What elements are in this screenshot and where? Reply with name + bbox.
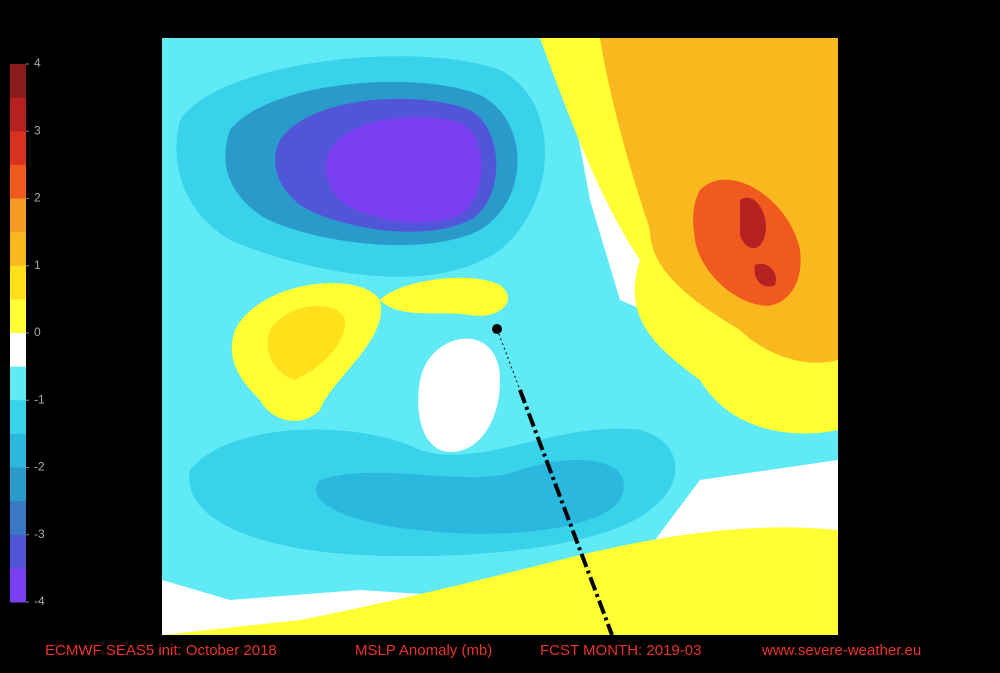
- footer-variable: MSLP Anomaly (mb): [355, 642, 492, 659]
- anomaly-area: [267, 306, 345, 380]
- anomaly-area: [162, 527, 838, 635]
- colorbar-bin: [10, 164, 26, 199]
- track-line: [518, 389, 614, 635]
- colorbar-bin: [10, 232, 26, 267]
- colorbar-bin: [10, 433, 26, 468]
- anomaly-area: [325, 117, 482, 223]
- colorbar-bin: [10, 534, 26, 569]
- colorbar-bin: [10, 568, 26, 603]
- footer-website: www.severe-weather.eu: [761, 642, 921, 659]
- colorbar-bin: [10, 467, 26, 502]
- colorbar-bin: [10, 400, 26, 435]
- colorbar-bin: [10, 501, 26, 536]
- anomaly-area: [740, 197, 776, 287]
- greenland: [418, 338, 500, 452]
- colorbar-bin: [10, 198, 26, 233]
- anomaly-area: [380, 277, 509, 316]
- colorbar-tick-label: -4: [34, 594, 45, 608]
- colorbar-tick-label: 1: [34, 258, 41, 272]
- track-line: [496, 328, 521, 391]
- colorbar: 4 3 2 1 0 -1 -2 -3 -4: [10, 56, 45, 608]
- colorbar-bin: [10, 97, 26, 132]
- colorbar-tick-label: 2: [34, 191, 41, 205]
- footer-forecast: FCST MONTH: 2019-03: [540, 642, 701, 659]
- colorbar-bin: [10, 64, 26, 99]
- anomaly-area: [316, 460, 624, 534]
- footer-model: ECMWF SEAS5 init: October 2018: [45, 642, 277, 659]
- colorbar-bin: [10, 131, 26, 166]
- colorbar-bin: [10, 333, 26, 368]
- colorbar-tick-label: -3: [34, 527, 45, 541]
- colorbar-tick-label: 3: [34, 123, 41, 137]
- map: [162, 38, 838, 635]
- colorbar-tick-label: -2: [34, 460, 45, 474]
- colorbar-bin: [10, 366, 26, 401]
- colorbar-tick-label: 4: [34, 56, 41, 70]
- colorbar-bin: [10, 299, 26, 334]
- colorbar-bin: [10, 265, 26, 300]
- colorbar-tick-label: 0: [34, 325, 41, 339]
- colorbar-tick-label: -1: [34, 392, 45, 406]
